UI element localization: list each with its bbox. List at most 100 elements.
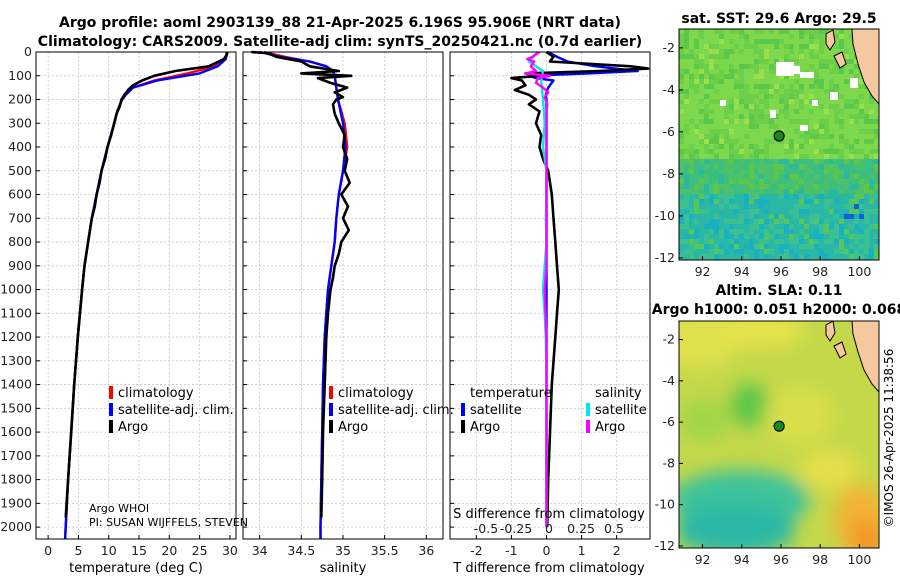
sst-cell [759,134,764,139]
sst-cell [804,94,809,99]
sst-cell [709,34,714,39]
x-tick-label: 1 [578,543,586,558]
sst-cell [789,134,794,139]
sst-cell [839,194,844,199]
sst-cell [799,64,804,69]
sst-cell [874,194,879,199]
sst-cell [739,204,744,209]
sst-cell [724,159,729,164]
sst-cell [834,39,839,44]
sst-cell [829,234,834,239]
sst-cell [834,114,839,119]
sst-cell [749,124,754,129]
sst-cell [749,79,754,84]
sst-cell [789,119,794,124]
sst-cell [724,164,729,169]
sst-cell [779,179,784,184]
sst-cell [699,104,704,109]
sst-cell [684,169,689,174]
sst-cell [819,159,824,164]
sst-cell [794,184,799,189]
sst-cell [839,239,844,244]
sst-cell [749,34,754,39]
x-tick-label: 5 [74,543,82,558]
sst-cell [799,214,804,219]
sst-cell [684,129,689,134]
sst-cell [774,119,779,124]
sst-cell [769,49,774,54]
sst-cell [869,184,874,189]
sst-cell [784,209,789,214]
sst-cell [689,84,694,89]
sst-cell [704,184,709,189]
sst-cell [774,159,779,164]
sst-cell [764,44,769,49]
sst-cell [829,159,834,164]
sst-cell [869,124,874,129]
sst-cell [764,49,769,54]
sst-cell [759,169,764,174]
sst-cell [784,149,789,154]
sst-cell [814,174,819,179]
sst-cell [799,134,804,139]
sst-cell [844,109,849,114]
sst-cell [704,164,709,169]
salinity-legend: climatology satellite-adj. clim. Argo [329,386,454,435]
sst-cell [849,214,854,219]
sst-cell [699,119,704,124]
sst-cell [684,124,689,129]
sst-cell [744,214,749,219]
sst-cell [689,94,694,99]
sst-cell [819,54,824,59]
sst-cell [759,254,764,259]
sst-cell [759,184,764,189]
sst-cell [724,109,729,114]
sst-cell [754,144,759,149]
sst-cell [819,179,824,184]
sst-cell [764,229,769,234]
sst-cell [689,229,694,234]
sst-cell [794,249,799,254]
sst-cell [689,114,694,119]
sst-cell [709,119,714,124]
sst-cell [854,189,859,194]
sst-cell [769,239,774,244]
sst-cell [704,234,709,239]
sst-cell [804,184,809,189]
sst-cell [754,134,759,139]
sst-cell [699,124,704,129]
sst-cell [769,179,774,184]
sst-cell [749,84,754,89]
sst-cell [759,59,764,64]
sst-cell [799,204,804,209]
sst-cell [704,74,709,79]
sst-cell [704,114,709,119]
sst-cell [744,29,749,34]
sst-cell [694,234,699,239]
sst-cell [734,254,739,259]
sst-cell [724,154,729,159]
sst-cell [769,104,774,109]
sst-cell [679,99,684,104]
sst-cell [739,34,744,39]
sst-cell [714,44,719,49]
sst-cell [779,34,784,39]
sst-cell [684,189,689,194]
sst-cell [784,79,789,84]
sst-cell [789,79,794,84]
sst-cell [759,104,764,109]
sst-cell [714,129,719,134]
sst-cell [844,149,849,154]
sst-cell [834,154,839,159]
x-tick-label: 10 [101,543,117,558]
sst-cell [774,109,779,114]
sst-cell [719,179,724,184]
sst-cell [694,149,699,154]
salinity-series [251,50,353,539]
sst-cell [839,214,844,219]
sst-cell [734,109,739,114]
sst-cell [754,79,759,84]
sst-cell [839,234,844,239]
sla-blob-n [715,321,805,348]
sst-cell [734,69,739,74]
